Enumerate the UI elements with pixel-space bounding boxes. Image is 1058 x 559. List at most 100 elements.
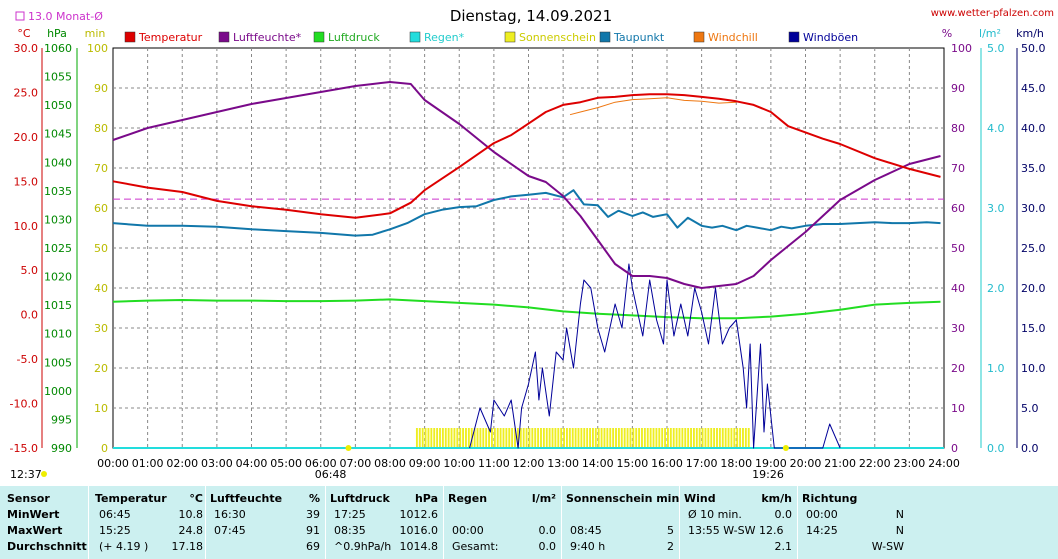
wind-tick-label: 25.0 bbox=[1021, 242, 1046, 255]
stats-col-title: Temperatur bbox=[95, 492, 167, 505]
sun-tick-label: 40 bbox=[94, 282, 108, 295]
sunshine-bar bbox=[476, 428, 479, 448]
pressure-tick-label: 1060 bbox=[44, 42, 72, 55]
temp-tick-label: 15.0 bbox=[14, 175, 39, 188]
rain-tick-label: 2.0 bbox=[987, 282, 1005, 295]
wind-tick-label: 35.0 bbox=[1021, 162, 1046, 175]
x-tick-label: 19:00 bbox=[755, 457, 787, 470]
month-avg-label: 13.0 Monat-Ø bbox=[28, 10, 103, 23]
x-tick-label: 14:00 bbox=[582, 457, 614, 470]
stats-cell-label: 13:55 W-SW 12.6 bbox=[688, 524, 784, 537]
sunshine-bar bbox=[542, 428, 545, 448]
sunshine-bar bbox=[557, 428, 560, 448]
stats-col-title: Wind bbox=[684, 492, 716, 505]
sunshine-bar bbox=[424, 428, 427, 448]
stats-divider bbox=[561, 486, 562, 559]
humidity-tick-label: 70 bbox=[951, 162, 965, 175]
pressure-tick-label: 1055 bbox=[44, 71, 72, 84]
sun-tick-label: 30 bbox=[94, 322, 108, 335]
sunshine-bar bbox=[687, 428, 690, 448]
sunshine-bar bbox=[612, 428, 615, 448]
legend-swatch bbox=[504, 31, 516, 43]
temp-tick-label: 5.0 bbox=[21, 264, 39, 277]
sunshine-bar bbox=[551, 428, 554, 448]
sunshine-bar bbox=[436, 428, 439, 448]
sunshine-bar bbox=[537, 428, 540, 448]
stats-divider bbox=[443, 486, 444, 559]
humidity-tick-label: 40 bbox=[951, 282, 965, 295]
pressure-tick-label: 1040 bbox=[44, 156, 72, 169]
axis-ticks: 30.0 25.0 20.0 15.0 10.0 5.0 0.0 -5.0 -10.0 -15.0… bbox=[10, 42, 1046, 470]
sunshine-bar bbox=[589, 428, 591, 448]
legend-label: Windböen bbox=[803, 31, 858, 44]
legend-swatch bbox=[218, 31, 230, 43]
stats-divider bbox=[205, 486, 206, 559]
temp-tick-label: 30.0 bbox=[14, 42, 39, 55]
stats-cell-value: W-SW bbox=[871, 540, 904, 553]
x-tick-label: 17:00 bbox=[686, 457, 718, 470]
wind-tick-label: 50.0 bbox=[1021, 42, 1046, 55]
sunshine-bar bbox=[635, 428, 638, 448]
x-tick-label: 21:00 bbox=[824, 457, 856, 470]
humidity-tick-label: 0 bbox=[951, 442, 958, 455]
stats-cell-value: 5 bbox=[667, 524, 674, 537]
legend-label: Sonnenschein bbox=[519, 31, 596, 44]
sunshine-bar bbox=[586, 428, 589, 448]
sunshine-bar bbox=[421, 428, 424, 448]
stats-col-title: Luftfeuchte bbox=[210, 492, 283, 505]
temp-tick-label: -15.0 bbox=[10, 442, 38, 455]
sunshine-bar bbox=[502, 428, 505, 448]
legend-label: Taupunkt bbox=[613, 31, 665, 44]
stats-col-title: Richtung bbox=[802, 492, 858, 505]
x-tick-label: 03:00 bbox=[201, 457, 233, 470]
month-avg-marker bbox=[15, 11, 25, 21]
dewpoint-line bbox=[112, 189, 941, 237]
humidity-tick-label: 10 bbox=[951, 402, 965, 415]
legend-label: Windchill bbox=[708, 31, 758, 44]
sunshine-bar bbox=[563, 428, 566, 448]
stats-divider bbox=[325, 486, 326, 559]
x-tick-label: 05:00 bbox=[270, 457, 302, 470]
temp-tick-label: 20.0 bbox=[14, 131, 39, 144]
chart-legend: Temperatur Luftfeuchte* Luftdruck Regen* Son… bbox=[124, 31, 858, 44]
wind-tick-label: 5.0 bbox=[1021, 402, 1039, 415]
sunshine-bar bbox=[615, 428, 617, 448]
wind-tick-label: 15.0 bbox=[1021, 322, 1046, 335]
sunshine-bar bbox=[522, 428, 525, 448]
sunshine-bar bbox=[661, 428, 664, 448]
stats-cell-label: Gesamt: bbox=[452, 540, 499, 553]
sunshine-bar bbox=[597, 428, 600, 448]
stats-cell-label: 16:30 bbox=[214, 508, 246, 521]
pressure-tick-label: 1025 bbox=[44, 242, 72, 255]
sunshine-bar bbox=[459, 428, 462, 448]
humidity-tick-label: 80 bbox=[951, 122, 965, 135]
sunshine-bar bbox=[511, 428, 514, 448]
sunshine-bar bbox=[493, 428, 496, 448]
stats-cell-label: 08:35 bbox=[334, 524, 366, 537]
stats-col-title: Luftdruck bbox=[330, 492, 390, 505]
legend-label: Luftdruck bbox=[328, 31, 380, 44]
sunshine-bar bbox=[439, 428, 441, 448]
site-url[interactable]: www.wetter-pfalzen.com bbox=[931, 8, 1054, 19]
sunshine-bar bbox=[629, 428, 632, 448]
sunshine-bar bbox=[485, 428, 488, 448]
windchill-line bbox=[569, 97, 737, 116]
x-tick-label: 12:00 bbox=[513, 457, 545, 470]
sunshine-bar bbox=[675, 428, 678, 448]
sunshine-bar bbox=[580, 428, 583, 448]
stats-cell-label: 08:45 bbox=[570, 524, 602, 537]
rain-tick-label: 5.0 bbox=[987, 42, 1005, 55]
wind-tick-label: 30.0 bbox=[1021, 202, 1046, 215]
sunshine-bar bbox=[433, 428, 436, 448]
x-tick-label: 01:00 bbox=[132, 457, 164, 470]
sunshine-bar bbox=[724, 428, 727, 448]
sunshine-bar bbox=[698, 428, 701, 448]
sunshine-bar bbox=[626, 428, 629, 448]
sunshine-bar bbox=[418, 428, 421, 448]
stats-cell-value: 10.8 bbox=[178, 508, 204, 521]
stats-row-header-sensor: Sensor bbox=[7, 492, 50, 505]
sun-tick-label: 90 bbox=[94, 82, 108, 95]
x-tick-label: 09:00 bbox=[409, 457, 441, 470]
sunshine-bar bbox=[655, 428, 658, 448]
x-tick-label: 02:00 bbox=[166, 457, 198, 470]
